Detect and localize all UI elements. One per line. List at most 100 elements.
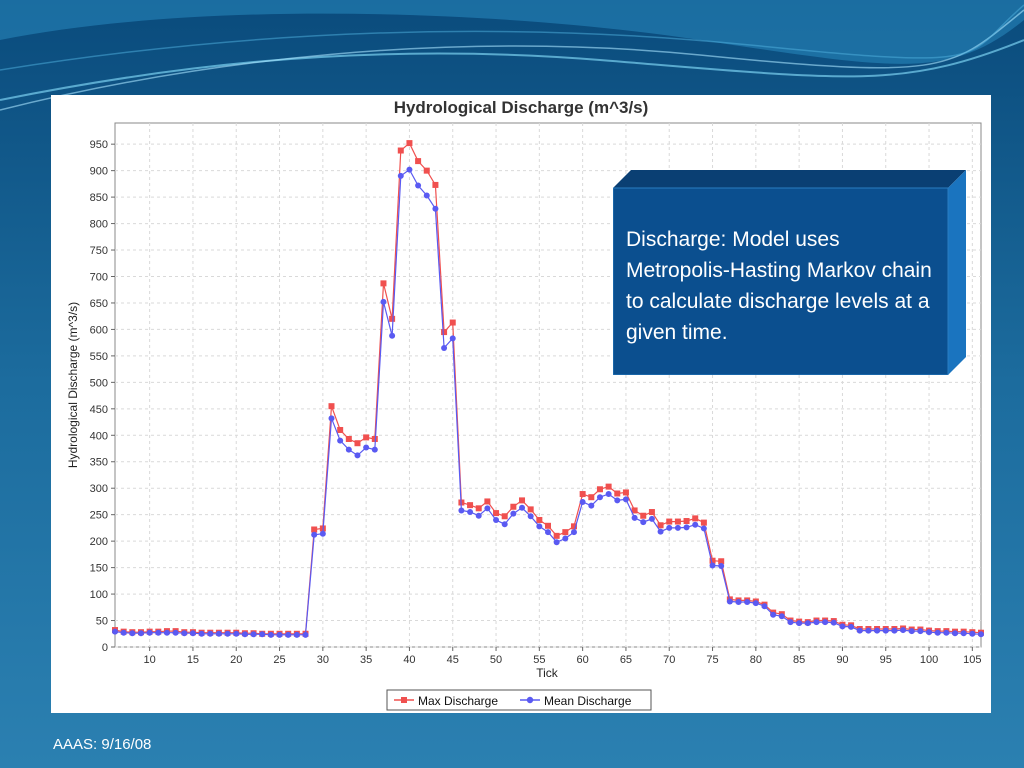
data-point-max-discharge: [536, 516, 543, 523]
data-point-mean-discharge: [744, 599, 751, 606]
data-point-max-discharge: [501, 513, 508, 520]
legend-mean-marker: [526, 696, 534, 704]
data-point-mean-discharge: [354, 452, 361, 459]
data-point-mean-discharge: [389, 332, 396, 339]
x-tick-label: 95: [880, 654, 892, 666]
data-point-max-discharge: [345, 435, 352, 442]
x-tick-label: 25: [273, 654, 285, 666]
data-point-max-discharge: [371, 435, 378, 442]
data-point-mean-discharge: [588, 502, 595, 509]
data-point-mean-discharge: [233, 630, 240, 637]
data-point-mean-discharge: [709, 562, 716, 569]
y-tick-label: 550: [90, 351, 108, 363]
y-tick-label: 350: [90, 457, 108, 469]
data-point-mean-discharge: [908, 628, 915, 635]
data-point-mean-discharge: [960, 630, 967, 637]
data-point-max-discharge: [545, 522, 551, 529]
data-point-max-discharge: [588, 494, 595, 501]
data-point-max-discharge: [718, 558, 725, 565]
x-tick-label: 10: [144, 654, 156, 666]
data-point-mean-discharge: [475, 512, 482, 519]
data-point-mean-discharge: [700, 525, 707, 532]
data-point-mean-discharge: [917, 628, 924, 635]
data-point-mean-discharge: [752, 600, 759, 607]
data-point-mean-discharge: [129, 630, 136, 637]
y-tick-label: 750: [90, 245, 108, 257]
data-point-mean-discharge: [311, 531, 318, 538]
data-point-max-discharge: [614, 490, 621, 497]
data-point-mean-discharge: [761, 603, 768, 610]
data-point-mean-discharge: [631, 514, 638, 521]
data-point-max-discharge: [631, 507, 638, 514]
y-tick-label: 450: [90, 404, 108, 416]
data-point-mean-discharge: [674, 524, 681, 531]
x-tick-label: 80: [750, 654, 762, 666]
x-tick-label: 30: [317, 654, 329, 666]
legend: Max Discharge Mean Discharge: [386, 689, 652, 711]
data-point-mean-discharge: [484, 505, 491, 512]
data-point-max-discharge: [354, 440, 361, 447]
data-point-mean-discharge: [319, 530, 326, 537]
data-point-mean-discharge: [596, 494, 603, 501]
data-point-max-discharge: [475, 505, 482, 512]
data-point-mean-discharge: [146, 629, 153, 636]
y-tick-label: 500: [90, 377, 108, 389]
data-point-mean-discharge: [371, 446, 378, 453]
callout-face: [613, 187, 949, 375]
data-point-mean-discharge: [804, 620, 811, 627]
data-point-mean-discharge: [137, 630, 144, 637]
y-tick-label: 0: [102, 642, 108, 654]
data-point-mean-discharge: [432, 205, 439, 212]
data-point-max-discharge: [596, 486, 603, 493]
y-tick-label: 250: [90, 510, 108, 522]
x-tick-label: 15: [187, 654, 199, 666]
data-point-max-discharge: [363, 434, 370, 441]
data-point-mean-discharge: [181, 630, 188, 637]
y-tick-label: 800: [90, 219, 108, 231]
x-tick-label: 55: [533, 654, 545, 666]
data-point-mean-discharge: [527, 513, 534, 520]
data-point-mean-discharge: [536, 523, 543, 530]
y-tick-label: 950: [90, 139, 108, 151]
y-tick-label: 900: [90, 166, 108, 178]
data-point-mean-discharge: [553, 539, 560, 546]
data-point-mean-discharge: [120, 629, 127, 636]
data-point-mean-discharge: [848, 623, 855, 630]
data-point-mean-discharge: [519, 504, 526, 511]
data-point-max-discharge: [510, 503, 517, 510]
data-point-mean-discharge: [328, 415, 335, 422]
data-point-mean-discharge: [735, 599, 742, 606]
data-point-mean-discharge: [163, 629, 170, 636]
y-tick-label: 100: [90, 589, 108, 601]
x-tick-label: 105: [963, 654, 981, 666]
data-point-mean-discharge: [406, 166, 413, 173]
x-axis-label: Tick: [536, 666, 559, 680]
data-point-mean-discharge: [345, 446, 352, 453]
data-point-mean-discharge: [224, 630, 231, 637]
x-tick-label: 45: [447, 654, 459, 666]
legend-box: [386, 689, 652, 711]
data-point-mean-discharge: [276, 631, 283, 638]
data-point-max-discharge: [553, 532, 560, 539]
data-point-max-discharge: [562, 529, 569, 536]
data-point-mean-discharge: [934, 629, 941, 636]
data-point-max-discharge: [337, 426, 344, 433]
data-point-mean-discharge: [449, 335, 456, 342]
data-point-max-discharge: [328, 403, 335, 410]
wave-decoration: [0, 0, 1024, 64]
callout-right-bevel: [948, 170, 966, 375]
data-point-mean-discharge: [882, 627, 889, 634]
x-tick-label: 65: [620, 654, 632, 666]
data-point-max-discharge: [389, 315, 396, 322]
data-point-max-discharge: [674, 518, 681, 525]
data-point-mean-discharge: [726, 598, 733, 605]
x-tick-label: 85: [793, 654, 805, 666]
data-point-mean-discharge: [579, 498, 586, 505]
data-point-mean-discharge: [441, 344, 448, 351]
data-point-max-discharge: [415, 158, 422, 165]
data-point-max-discharge: [648, 509, 655, 516]
x-tick-label: 100: [920, 654, 938, 666]
legend-mean-label: Mean Discharge: [544, 694, 632, 708]
data-point-mean-discharge: [666, 524, 673, 531]
data-point-mean-discharge: [614, 497, 621, 504]
